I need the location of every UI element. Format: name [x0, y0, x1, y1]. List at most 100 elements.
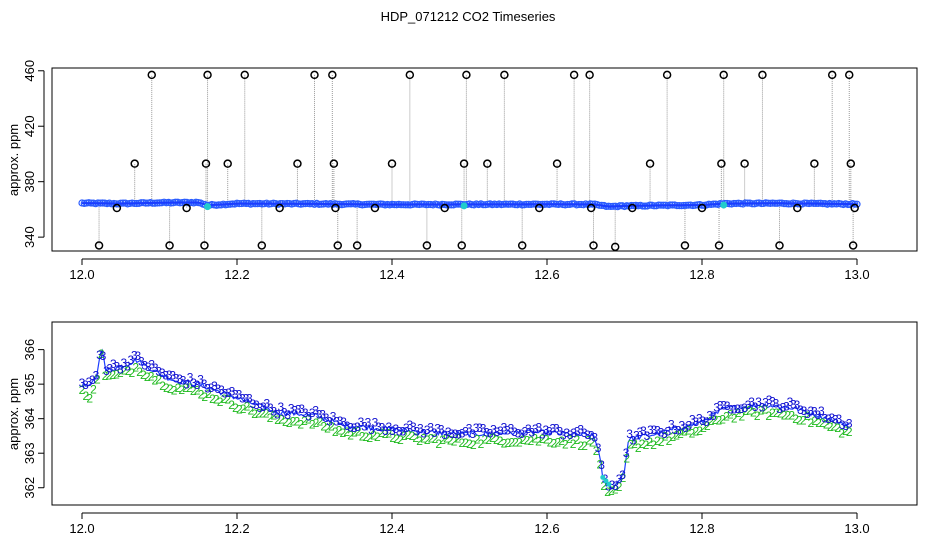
bottom-y-axis-title: approx. ppm: [6, 378, 21, 450]
series-2-marker: 2: [186, 381, 193, 395]
series-3-marker: 3: [424, 423, 431, 437]
series-3-marker: 3: [766, 393, 773, 407]
series-2-marker: 2: [769, 406, 776, 420]
series-3-marker: 3: [274, 407, 281, 421]
series-2-marker: 2: [700, 421, 707, 435]
series-3-marker: 3: [148, 357, 155, 371]
series-3-marker: 3: [114, 359, 121, 373]
series-3-marker: 3: [298, 402, 305, 416]
series-2-marker: 2: [347, 429, 354, 443]
series-2-marker: 2: [447, 433, 454, 447]
series-3-marker: 3: [480, 421, 487, 435]
series-2-marker: 2: [727, 408, 734, 422]
series-3-marker: 3: [406, 418, 413, 432]
series-3-marker: 3: [752, 400, 759, 414]
series-3-marker: 3: [633, 429, 640, 443]
bottom-y-tick-label: 365: [22, 373, 37, 395]
series-2-marker: 2: [531, 431, 538, 445]
outlier-marker: [585, 70, 594, 80]
series-2-marker: 2: [282, 415, 289, 429]
series-2-marker: 2: [470, 438, 477, 452]
series-3-marker: 3: [776, 402, 783, 416]
series-2-marker: 2: [247, 404, 254, 418]
series-3-marker: 3: [155, 364, 162, 378]
series-2-marker: 2: [639, 437, 646, 451]
series-3-marker: 3: [305, 409, 312, 423]
series-3-marker: 3: [549, 422, 556, 436]
bottom-x-tick-label: 12.4: [379, 521, 404, 536]
series-3-marker: 3: [277, 400, 284, 414]
series-2-marker: 2: [823, 418, 830, 432]
series-3-marker: 3: [368, 423, 375, 437]
bottom-x-tick-label: 13.0: [844, 521, 869, 536]
outlier-marker: [680, 241, 690, 250]
series-3-marker: 3: [525, 422, 532, 436]
series-2-marker: 2: [424, 433, 431, 447]
series-3-marker: 3: [190, 376, 197, 390]
series-2-marker: 2: [217, 395, 224, 409]
series-2-marker: 2: [355, 425, 362, 439]
series-3-marker: 3: [236, 387, 243, 401]
series-3-marker: 3: [490, 422, 497, 436]
series-3-marker: 3: [459, 426, 466, 440]
series-3-marker: 3: [197, 372, 204, 386]
series-2-marker: 2: [393, 432, 400, 446]
series-2-marker: 2: [574, 433, 581, 447]
series-3-marker: 3: [724, 399, 731, 413]
series-2-marker: 2: [435, 437, 442, 451]
outlier-marker: [483, 159, 492, 168]
series-3-marker: 3: [375, 420, 382, 434]
series-2-marker: 2: [86, 391, 93, 405]
series-3-marker: 3: [637, 425, 644, 439]
bottom-y-tick-label: 366: [22, 339, 37, 361]
series-2-marker: 2: [577, 439, 584, 453]
series-2-marker: 2: [129, 366, 136, 380]
series-3-marker: 3: [815, 408, 822, 422]
series-3-marker: 3: [448, 427, 455, 441]
series-3-marker: 3: [567, 428, 574, 442]
series-2-marker: 2: [692, 425, 699, 439]
series-3-marker: 3: [699, 414, 706, 428]
series-2-marker: 2: [378, 426, 385, 440]
series-2-marker: 2: [712, 413, 719, 427]
series-2-marker: 2: [171, 384, 178, 398]
series-3-marker: 3: [546, 424, 553, 438]
series-3-marker: 3: [595, 441, 602, 455]
series-3-marker: 3: [661, 427, 668, 441]
series-2-marker: 2: [451, 435, 458, 449]
series-3-marker: 3: [86, 375, 93, 389]
series-2-marker: 2: [366, 431, 373, 445]
series-3-marker: 3: [581, 426, 588, 440]
series-3-marker: 3: [672, 423, 679, 437]
outlier-marker: [846, 159, 856, 168]
series-3-marker: 3: [584, 428, 591, 442]
series-2-marker: 2: [689, 427, 696, 441]
series-2-marker: 2: [631, 437, 638, 451]
outlier-marker: [717, 159, 726, 168]
series-2-marker: 2: [589, 435, 596, 449]
series-2-marker: 2: [309, 417, 316, 431]
series-2-marker: 2: [221, 392, 228, 406]
series-3-marker: 3: [194, 378, 201, 392]
series-3-marker: 3: [773, 396, 780, 410]
series-2-marker: 2: [666, 434, 673, 448]
series-3-marker: 3: [420, 427, 427, 441]
series-3-marker: 3: [427, 421, 434, 435]
series-2-marker: 2: [781, 409, 788, 423]
series-3-marker: 3: [682, 421, 689, 435]
series-2-marker: 2: [389, 431, 396, 445]
series-2-marker: 2: [551, 437, 558, 451]
series-2-marker: 2: [773, 406, 780, 420]
outlier-marker: [462, 70, 471, 80]
series-3-marker: 3: [832, 412, 839, 426]
series-2-marker: 2: [481, 432, 488, 446]
series-3-marker: 3: [127, 353, 134, 367]
cyan-point: [460, 202, 468, 210]
outlier-marker: [827, 70, 837, 80]
bottom-x-tick-label: 12.8: [689, 521, 714, 536]
series-3-marker: 3: [82, 378, 89, 392]
outlier-marker: [147, 70, 156, 80]
series-3-marker: 3: [818, 404, 825, 418]
series-3-marker: 3: [337, 414, 344, 428]
series-3-marker: 3: [166, 368, 173, 382]
